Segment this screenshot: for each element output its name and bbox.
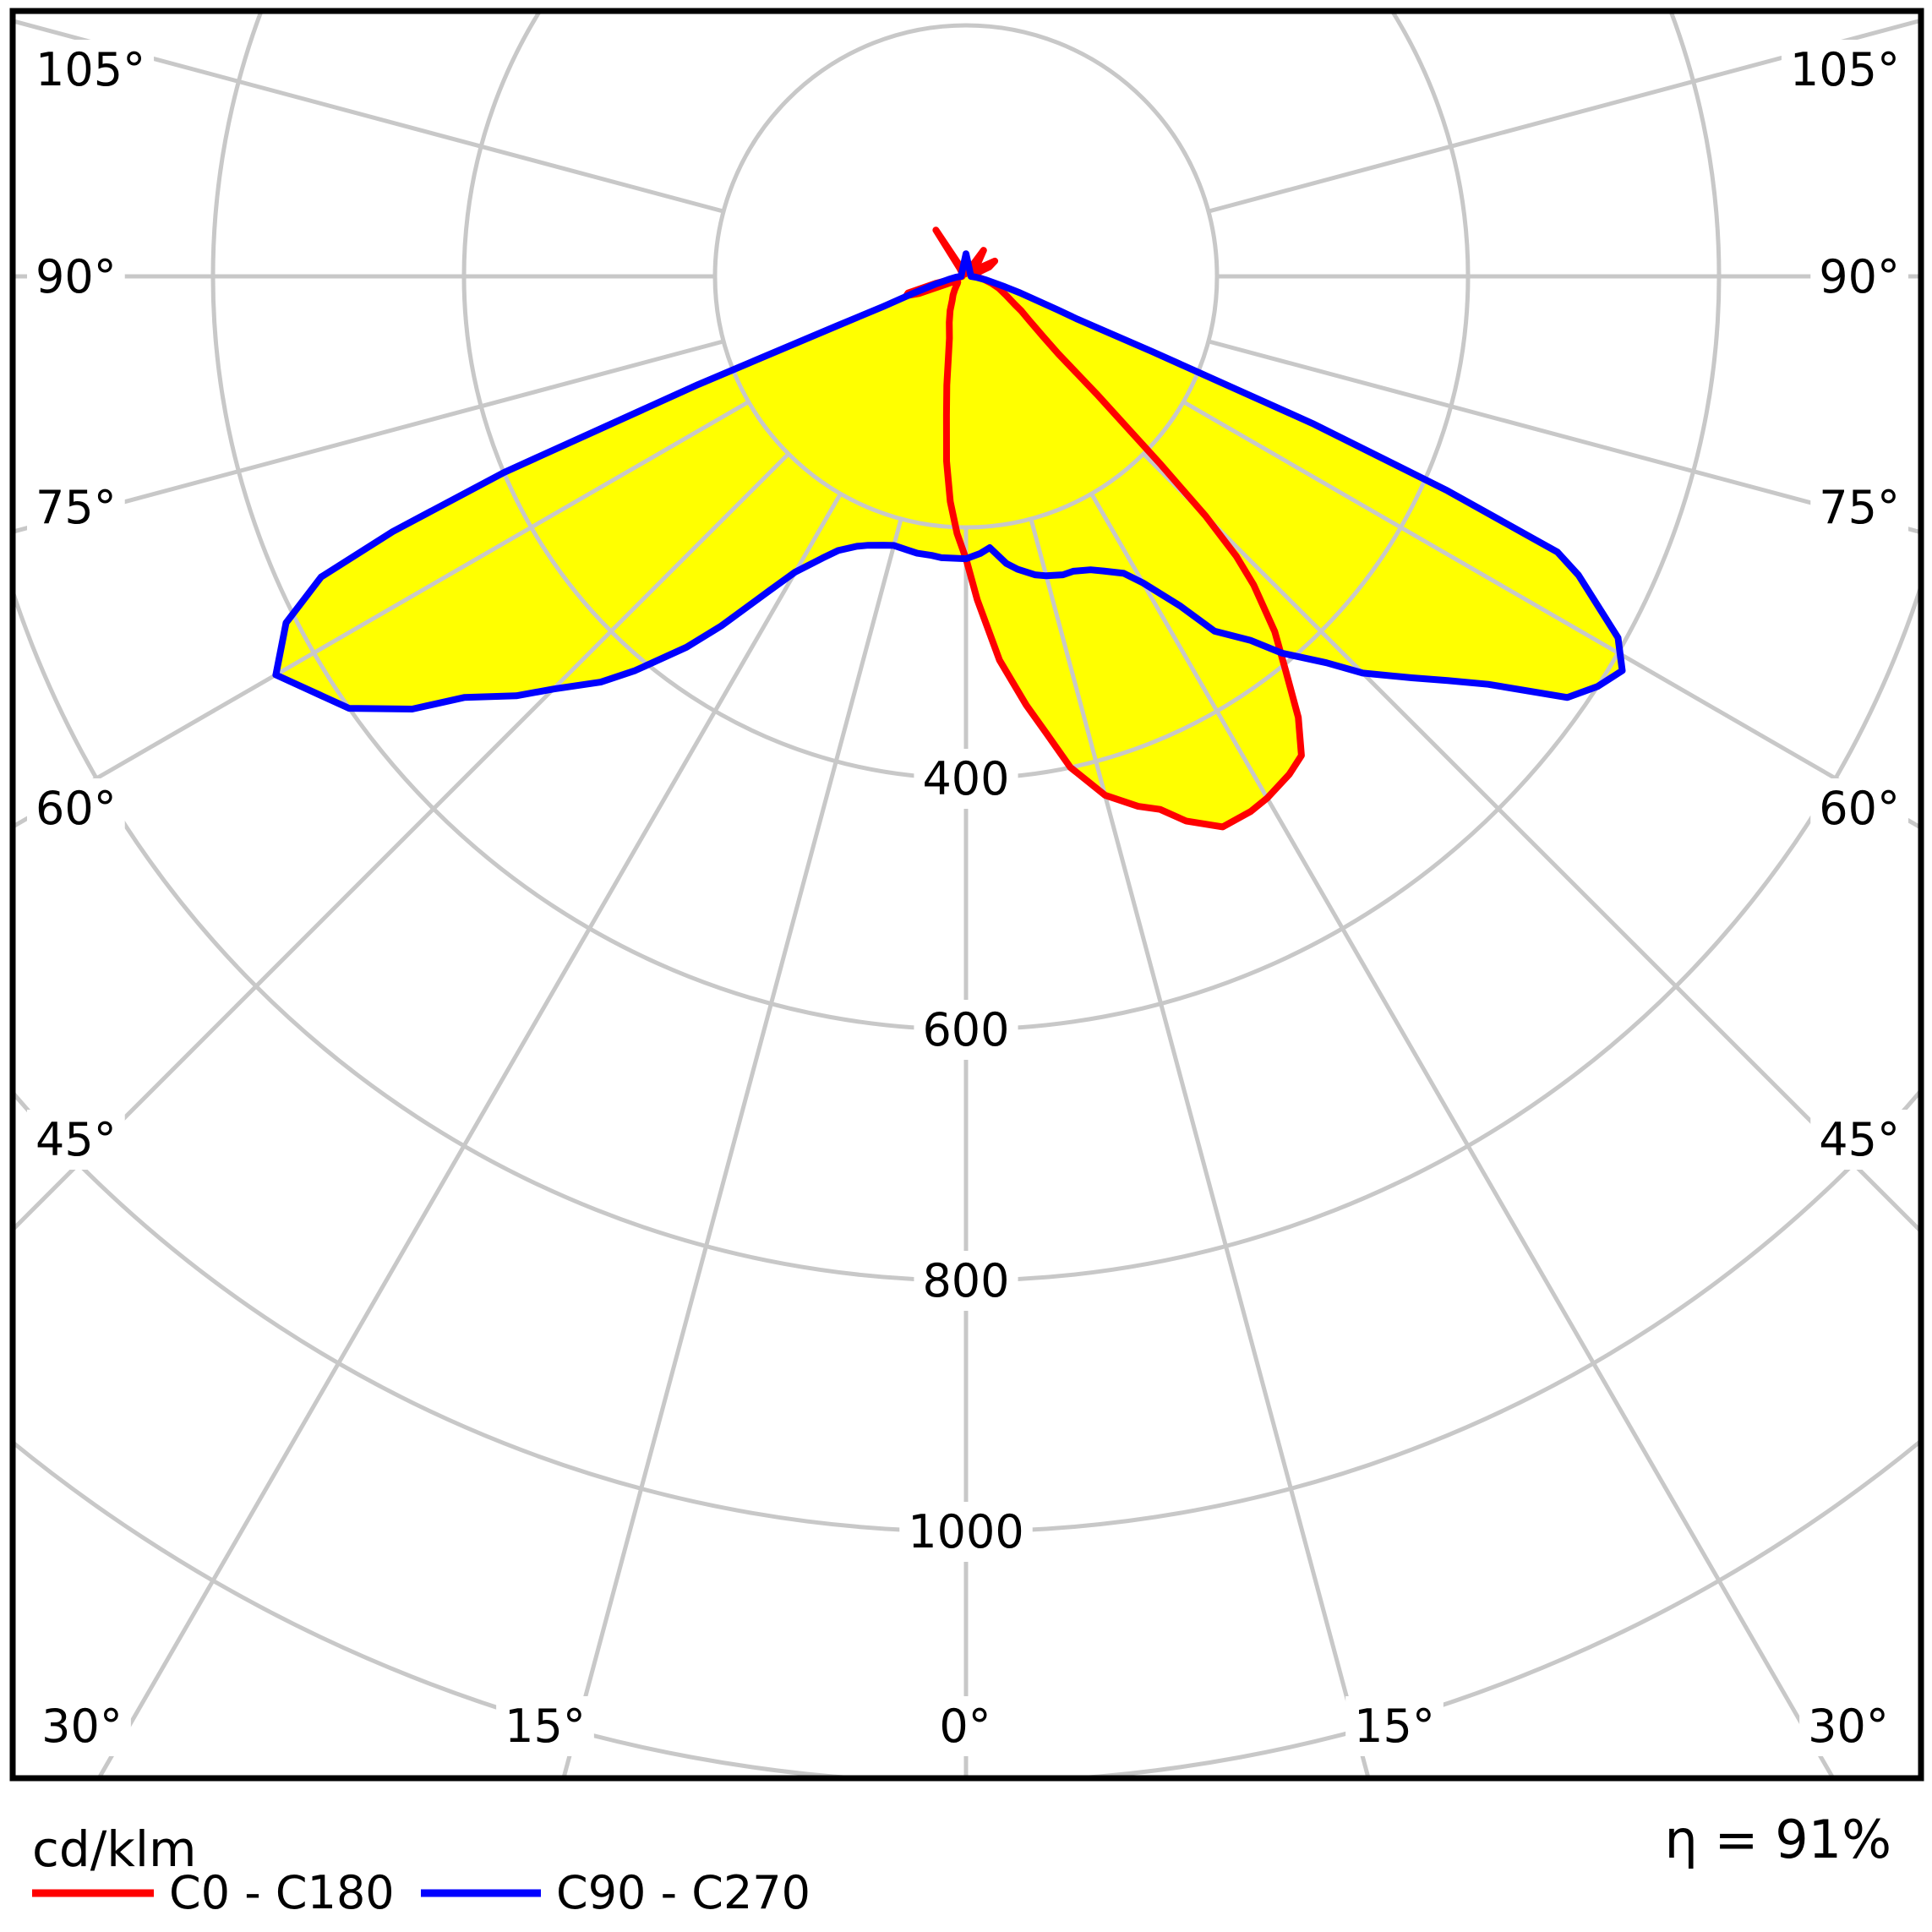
angle-label-bottom-backdrop [496,1696,594,1756]
ring-label-1000-backdrop [899,1502,1033,1562]
angle-label-bottom-backdrop [1345,1696,1444,1756]
angle-label-right-backdrop [1781,40,1908,100]
grid-spoke--15deg [561,518,903,1778]
legend: cd/klm η = 91% C0 - C180 C90 - C270 [32,1809,1891,1919]
intensity-curves [272,226,1626,831]
ring-label-400-backdrop [914,749,1018,809]
angle-label-right-backdrop [1810,478,1908,538]
angle-label-right-backdrop [1810,778,1908,838]
angle-label-right: 90° [1819,250,1900,303]
grid-spoke--45deg [13,452,790,1233]
angle-label-bottom: 15° [505,1700,586,1753]
ring-label-800: 800 [922,1254,1009,1307]
ring-label-600: 600 [922,1003,1009,1056]
angle-label-right: 105° [1790,43,1900,96]
grid-spoke--30deg [96,492,843,1778]
unit-label: cd/klm [32,1820,196,1878]
angle-label-bottom-backdrop [33,1696,131,1756]
angle-label-right: 60° [1819,782,1900,835]
grid-spoke--105deg [13,19,724,214]
fill-C0-C180 [906,230,1302,827]
angle-label-right-backdrop [1810,1110,1908,1170]
angle-label-bottom: 30° [41,1700,123,1753]
grid-spoke-75deg [1208,339,1921,535]
legend-label-c0: C0 - C180 [169,1866,395,1919]
ring-label-1000: 1000 [908,1505,1023,1558]
angle-label-left: 45° [35,1113,117,1166]
angle-label-bottom-backdrop [931,1696,1000,1756]
angle-label-bottom: 30° [1808,1700,1889,1753]
angle-label-left: 90° [35,250,117,303]
axis-labels: 105° 90° 75° 60° 45° 105° 90° 75° 60° 45° 30° 15° 0°… [27,40,1908,1756]
angle-label-right-backdrop [1810,247,1908,307]
angle-label-bottom: 15° [1354,1700,1435,1753]
angle-label-right: 45° [1819,1113,1900,1166]
angle-label-left-backdrop [27,778,125,838]
legend-label-c90: C90 - C270 [556,1866,810,1919]
angle-label-left-backdrop [27,478,125,538]
ring-label-600-backdrop [914,1000,1018,1060]
grid-spoke-105deg [1208,18,1921,214]
angle-label-left-backdrop [27,40,155,100]
angle-label-left-backdrop [27,247,125,307]
angle-label-bottom: 0° [939,1700,991,1753]
angle-label-left: 60° [35,782,117,835]
plot-border [9,8,1924,1782]
angle-label-left: 75° [35,481,117,534]
grid-spoke-45deg [1142,452,1921,1235]
angle-label-left: 105° [35,43,145,96]
angle-label-right: 75° [1819,481,1900,534]
ring-label-400: 400 [922,752,1009,805]
grid-spoke-30deg [1089,492,1836,1778]
angle-label-bottom-backdrop [1799,1696,1897,1756]
ring-label-800-backdrop [914,1251,1018,1311]
angle-label-left-backdrop [27,1110,125,1170]
efficiency-label: η = 91% [1665,1809,1891,1870]
grid-spoke-15deg [1029,518,1371,1778]
curve-C90-C270 [272,250,1626,712]
grid-spoke--75deg [13,339,724,534]
